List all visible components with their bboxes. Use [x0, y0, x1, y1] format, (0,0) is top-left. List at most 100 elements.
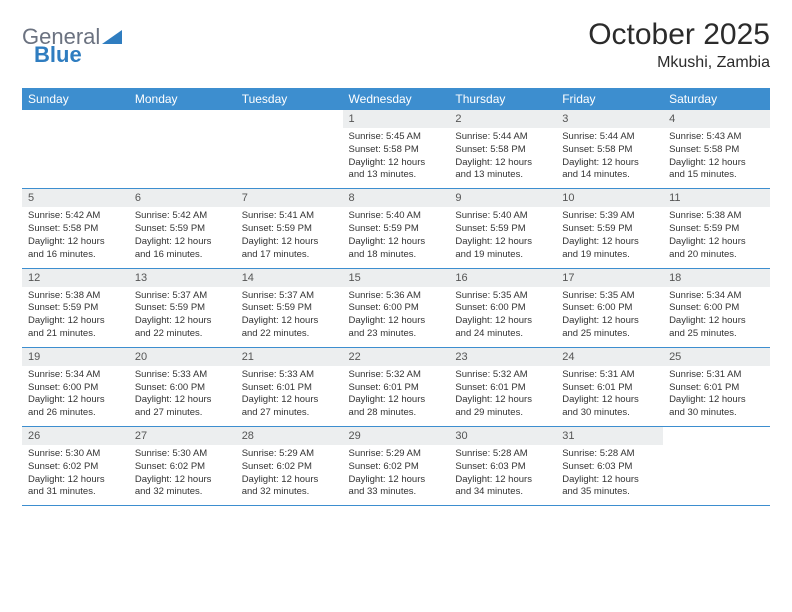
day-number-cell — [129, 110, 236, 128]
day-content-row: Sunrise: 5:38 AMSunset: 5:59 PMDaylight:… — [22, 287, 770, 348]
day-info-line: Sunset: 5:59 PM — [135, 302, 230, 315]
day-info-line: Daylight: 12 hours and 26 minutes. — [28, 394, 123, 420]
day-number-row: 567891011 — [22, 189, 770, 207]
day-content-cell: Sunrise: 5:44 AMSunset: 5:58 PMDaylight:… — [449, 128, 556, 189]
day-number-cell: 14 — [236, 269, 343, 287]
day-number-cell: 6 — [129, 189, 236, 207]
day-content-cell: Sunrise: 5:30 AMSunset: 6:02 PMDaylight:… — [22, 445, 129, 506]
day-info-line: Daylight: 12 hours and 23 minutes. — [349, 315, 444, 341]
day-content-cell: Sunrise: 5:31 AMSunset: 6:01 PMDaylight:… — [663, 366, 770, 427]
day-info-line: Sunset: 5:58 PM — [455, 144, 550, 157]
day-info-line: Sunrise: 5:43 AM — [669, 131, 764, 144]
day-info-line: Sunrise: 5:32 AM — [349, 369, 444, 382]
day-content-cell: Sunrise: 5:37 AMSunset: 5:59 PMDaylight:… — [129, 287, 236, 348]
day-content-cell: Sunrise: 5:31 AMSunset: 6:01 PMDaylight:… — [556, 366, 663, 427]
day-content-cell: Sunrise: 5:44 AMSunset: 5:58 PMDaylight:… — [556, 128, 663, 189]
day-info-line: Sunrise: 5:29 AM — [242, 448, 337, 461]
day-of-week-row: SundayMondayTuesdayWednesdayThursdayFrid… — [22, 88, 770, 110]
day-info-line: Daylight: 12 hours and 18 minutes. — [349, 236, 444, 262]
day-info-line: Sunrise: 5:39 AM — [562, 210, 657, 223]
day-info-line: Sunset: 5:59 PM — [455, 223, 550, 236]
day-content-cell: Sunrise: 5:28 AMSunset: 6:03 PMDaylight:… — [449, 445, 556, 506]
day-info-line: Sunset: 5:59 PM — [669, 223, 764, 236]
day-info-line: Sunrise: 5:28 AM — [562, 448, 657, 461]
day-number-cell: 12 — [22, 269, 129, 287]
dow-header: Monday — [129, 88, 236, 110]
day-content-cell — [663, 445, 770, 506]
day-info-line: Daylight: 12 hours and 34 minutes. — [455, 474, 550, 500]
day-info-line: Sunset: 6:03 PM — [562, 461, 657, 474]
day-number-cell: 4 — [663, 110, 770, 128]
day-info-line: Sunrise: 5:35 AM — [562, 290, 657, 303]
day-info-line: Sunrise: 5:30 AM — [135, 448, 230, 461]
day-info-line: Daylight: 12 hours and 20 minutes. — [669, 236, 764, 262]
day-info-line: Sunrise: 5:40 AM — [455, 210, 550, 223]
day-number-cell: 16 — [449, 269, 556, 287]
day-info-line: Daylight: 12 hours and 30 minutes. — [669, 394, 764, 420]
day-content-cell: Sunrise: 5:43 AMSunset: 5:58 PMDaylight:… — [663, 128, 770, 189]
day-content-row: Sunrise: 5:34 AMSunset: 6:00 PMDaylight:… — [22, 366, 770, 427]
day-number-cell: 27 — [129, 427, 236, 445]
day-info-line: Sunset: 5:58 PM — [349, 144, 444, 157]
day-content-cell: Sunrise: 5:40 AMSunset: 5:59 PMDaylight:… — [343, 207, 450, 268]
day-info-line: Daylight: 12 hours and 29 minutes. — [455, 394, 550, 420]
day-info-line: Sunset: 5:59 PM — [135, 223, 230, 236]
day-info-line: Sunset: 6:00 PM — [562, 302, 657, 315]
day-info-line: Sunrise: 5:34 AM — [669, 290, 764, 303]
day-info-line: Daylight: 12 hours and 19 minutes. — [562, 236, 657, 262]
day-info-line: Sunrise: 5:35 AM — [455, 290, 550, 303]
day-number-cell: 29 — [343, 427, 450, 445]
day-number-cell: 1 — [343, 110, 450, 128]
day-content-cell: Sunrise: 5:36 AMSunset: 6:00 PMDaylight:… — [343, 287, 450, 348]
day-info-line: Sunrise: 5:36 AM — [349, 290, 444, 303]
day-number-row: 19202122232425 — [22, 348, 770, 366]
day-number-cell: 7 — [236, 189, 343, 207]
day-info-line: Sunrise: 5:31 AM — [669, 369, 764, 382]
day-number-cell: 9 — [449, 189, 556, 207]
day-content-cell: Sunrise: 5:42 AMSunset: 5:59 PMDaylight:… — [129, 207, 236, 268]
day-content-cell: Sunrise: 5:29 AMSunset: 6:02 PMDaylight:… — [236, 445, 343, 506]
day-info-line: Daylight: 12 hours and 17 minutes. — [242, 236, 337, 262]
day-info-line: Daylight: 12 hours and 28 minutes. — [349, 394, 444, 420]
day-number-cell: 17 — [556, 269, 663, 287]
day-info-line: Sunrise: 5:44 AM — [455, 131, 550, 144]
day-info-line: Sunrise: 5:32 AM — [455, 369, 550, 382]
dow-header: Thursday — [449, 88, 556, 110]
logo-triangle-icon — [102, 30, 122, 49]
day-number-cell: 11 — [663, 189, 770, 207]
day-content-cell: Sunrise: 5:28 AMSunset: 6:03 PMDaylight:… — [556, 445, 663, 506]
day-number-cell: 28 — [236, 427, 343, 445]
day-content-cell: Sunrise: 5:37 AMSunset: 5:59 PMDaylight:… — [236, 287, 343, 348]
day-info-line: Sunset: 6:00 PM — [349, 302, 444, 315]
day-number-row: 12131415161718 — [22, 269, 770, 287]
day-number-cell: 8 — [343, 189, 450, 207]
day-number-cell — [22, 110, 129, 128]
day-info-line: Daylight: 12 hours and 27 minutes. — [242, 394, 337, 420]
day-info-line: Daylight: 12 hours and 25 minutes. — [562, 315, 657, 341]
day-number-cell: 19 — [22, 348, 129, 366]
day-info-line: Sunset: 6:01 PM — [455, 382, 550, 395]
day-content-cell: Sunrise: 5:35 AMSunset: 6:00 PMDaylight:… — [556, 287, 663, 348]
dow-header: Wednesday — [343, 88, 450, 110]
day-info-line: Daylight: 12 hours and 14 minutes. — [562, 157, 657, 183]
day-info-line: Daylight: 12 hours and 21 minutes. — [28, 315, 123, 341]
day-info-line: Sunset: 6:01 PM — [669, 382, 764, 395]
day-number-cell: 24 — [556, 348, 663, 366]
day-number-cell: 26 — [22, 427, 129, 445]
day-info-line: Sunset: 6:00 PM — [135, 382, 230, 395]
day-info-line: Sunset: 5:59 PM — [242, 223, 337, 236]
day-content-cell: Sunrise: 5:45 AMSunset: 5:58 PMDaylight:… — [343, 128, 450, 189]
day-info-line: Sunrise: 5:42 AM — [135, 210, 230, 223]
day-info-line: Sunset: 6:00 PM — [669, 302, 764, 315]
dow-header: Sunday — [22, 88, 129, 110]
day-content-cell: Sunrise: 5:38 AMSunset: 5:59 PMDaylight:… — [663, 207, 770, 268]
day-info-line: Daylight: 12 hours and 16 minutes. — [28, 236, 123, 262]
day-info-line: Sunrise: 5:33 AM — [135, 369, 230, 382]
day-info-line: Sunrise: 5:44 AM — [562, 131, 657, 144]
day-info-line: Sunset: 6:02 PM — [135, 461, 230, 474]
day-info-line: Daylight: 12 hours and 25 minutes. — [669, 315, 764, 341]
day-info-line: Sunrise: 5:28 AM — [455, 448, 550, 461]
day-info-line: Sunset: 6:03 PM — [455, 461, 550, 474]
day-info-line: Sunset: 6:02 PM — [349, 461, 444, 474]
day-info-line: Sunrise: 5:30 AM — [28, 448, 123, 461]
